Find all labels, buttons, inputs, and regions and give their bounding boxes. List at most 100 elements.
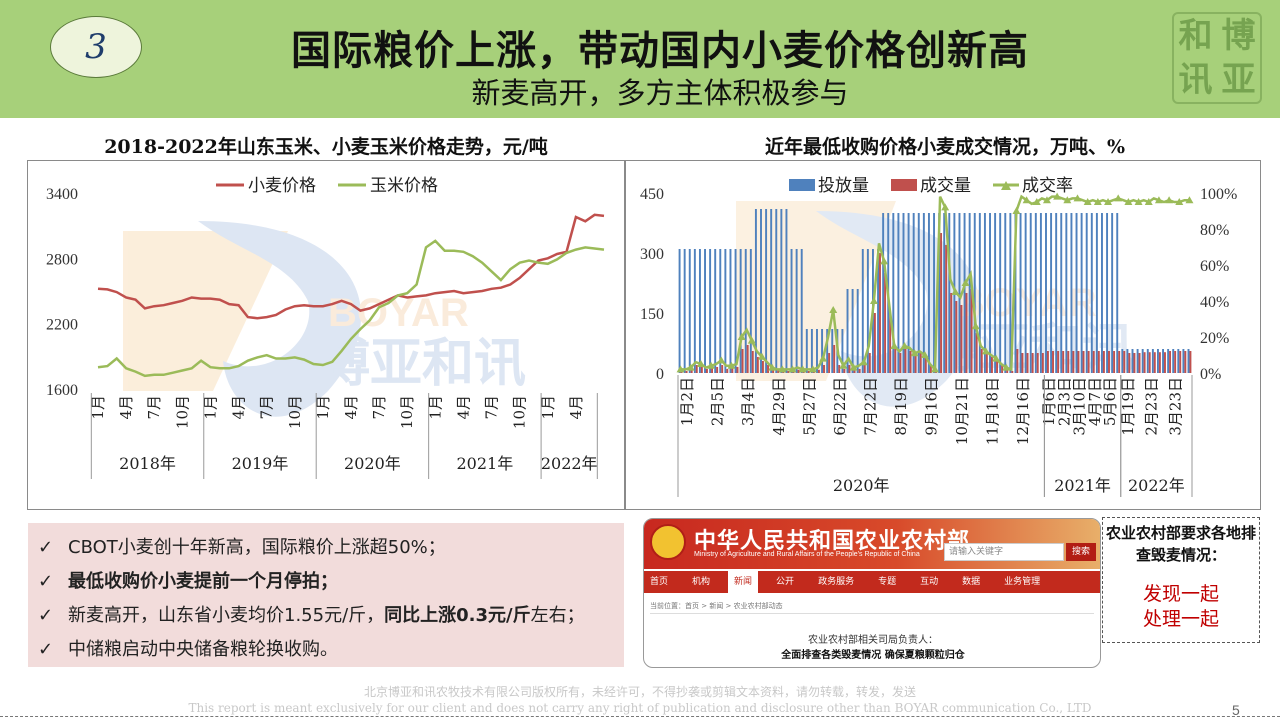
x-date-label: 4月7日 [1086,377,1104,426]
supply-bar [1060,213,1063,373]
deal-bar [741,349,744,373]
deal-bar [1164,352,1166,373]
legend-label-wheat: 小麦价格 [248,176,316,196]
supply-bar [1050,213,1053,373]
x-tick-label: 1月 [314,395,332,420]
supply-bar [744,249,747,373]
x-tick-label: 4月 [567,395,585,420]
deal-bar [1148,352,1151,373]
deal-rate-marker [829,306,838,313]
deal-rate-marker [768,363,777,371]
website-headline-2: 全面排查各类毁麦情况 确保夏粮颗粒归仓 [781,650,965,661]
auction-legend: 投放量 成交量 成交率 [789,176,1073,196]
x-date-label: 8月19日 [892,377,910,436]
deal-bar [767,365,769,373]
deal-bar [1072,351,1075,373]
website-nav-item: 首页 [650,577,669,587]
x-tick-label: 1月 [201,395,219,420]
supply-bar [800,249,803,373]
deal-bar [884,273,887,373]
key-point-2-bold: 最低收购价小麦提前一个月停拍； [68,571,338,592]
supply-bar [1146,349,1149,373]
x-year-label: 2021年 [457,454,514,473]
supply-bar [912,213,915,373]
deal-rate-marker [1093,198,1102,205]
supply-bar [704,249,706,373]
deal-bar [843,369,846,373]
deal-bar [736,367,739,373]
y-tick-label: 2800 [46,251,78,268]
supply-bar [948,213,951,373]
section-number: 3 [85,27,107,67]
deal-bar [823,365,825,373]
y-tick-label: 3400 [46,186,78,203]
x-date-label: 3月10日 [1071,377,1089,436]
supply-bar [821,329,824,373]
deal-bar [879,253,881,373]
x-year-label: 2021年 [1054,476,1111,495]
deal-bar [955,301,958,373]
deal-bar [1097,351,1100,373]
page-title: 国际粮价上涨，带动国内小麦价格创新高 [291,27,1029,74]
deal-bar [721,365,724,373]
supply-bar [958,213,961,373]
deal-bar [868,353,871,373]
deal-bar [1057,351,1060,373]
deal-bar [1138,353,1141,373]
supply-bar [892,213,895,373]
deal-bar [858,369,861,373]
deal-rate-marker [819,354,828,362]
deal-rate-marker [1073,194,1082,202]
website-divider [650,613,1094,614]
deal-rate-marker [1104,198,1113,205]
supply-bar [785,209,788,373]
supply-bar [1162,349,1165,373]
key-point-3-bold: 同比上涨0.3元/斤 [384,605,531,626]
deal-bar [1123,351,1126,373]
supply-bar [1085,213,1088,373]
x-date-label: 1月19日 [1119,377,1137,436]
x-date-label: 3月4日 [739,377,757,426]
header-band: 3 国际粮价上涨，带动国内小麦价格创新高 新麦高开，多方主体积极参与 和 博 讯… [0,0,1280,118]
deal-rate-marker [808,365,817,373]
supply-bar [760,209,762,373]
deal-bar [1052,351,1054,373]
website-nav: 首页 机构 新闻 公开 政务服务 专题 互动 数据 业务管理 [644,571,1100,593]
deal-bar [940,233,943,373]
deal-bar [1011,371,1014,373]
supply-bar [963,213,966,373]
supply-bar [1065,213,1068,373]
x-date-label: 2月5日 [709,377,727,426]
deal-bar [1001,365,1004,373]
auction-axes: 0 150 300 450 0% 20% 40% 60% 80% 100% 1月2日 2月5日 3月4日… [640,186,1237,497]
x-tick-label: 1月 [89,395,107,420]
x-date-label: 2月23日 [1143,377,1161,436]
notice-red-text: 发现一起 处理一起 [1103,582,1259,632]
supply-bar [933,213,935,373]
deal-bar [787,371,790,373]
y-right-tick-label: 60% [1200,258,1229,275]
y-left-tick-label: 450 [640,186,664,203]
supply-bar [765,209,768,373]
website-headline-1: 农业农村部相关司局负责人： [808,635,938,646]
deal-bar [726,369,729,373]
x-tick-label: 1月 [426,395,444,420]
deal-bar [711,368,714,373]
deal-bar [996,361,998,373]
supply-bar [693,249,696,373]
supply-bar [973,213,976,373]
supply-bar [775,209,778,373]
x-date-label: 12月16日 [1014,377,1032,445]
supply-bar [724,249,727,373]
deal-rate-marker [920,351,929,358]
price-legend: 小麦价格 玉米价格 [216,176,438,196]
deal-bar [777,370,780,373]
x-year-label: 2020年 [344,454,401,473]
notice-heading: 农业农村部要求各地排查毁麦情况： [1105,524,1256,564]
deal-rate-marker [1134,198,1143,205]
deal-rate-marker [890,342,899,349]
supply-bar [1095,213,1098,373]
supply-bar [831,329,834,373]
footer-divider [0,716,1280,717]
y-right-tick-label: 20% [1200,330,1229,347]
